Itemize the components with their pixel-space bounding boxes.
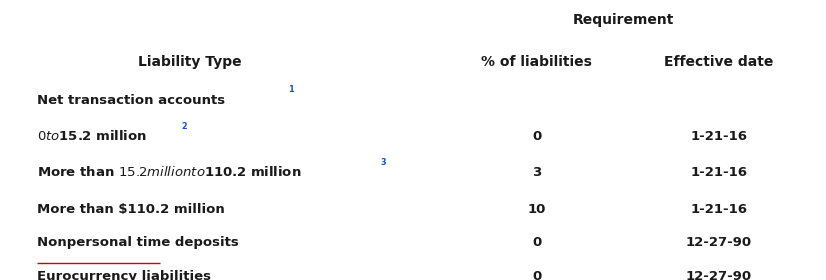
Text: 0: 0 bbox=[532, 236, 542, 249]
Text: 12-27-90: 12-27-90 bbox=[686, 236, 752, 249]
Text: 0: 0 bbox=[532, 270, 542, 280]
Text: Liability Type: Liability Type bbox=[138, 55, 242, 69]
Text: 2: 2 bbox=[182, 122, 187, 131]
Text: 1: 1 bbox=[288, 85, 294, 94]
Text: Nonpersonal time deposits: Nonpersonal time deposits bbox=[37, 236, 239, 249]
Text: $0 to $15.2 million: $0 to $15.2 million bbox=[37, 129, 147, 143]
Text: 12-27-90: 12-27-90 bbox=[686, 270, 752, 280]
Text: 3: 3 bbox=[381, 158, 387, 167]
Text: Net transaction accounts: Net transaction accounts bbox=[37, 94, 230, 107]
Text: 1-21-16: 1-21-16 bbox=[690, 130, 748, 143]
Text: More than $15.2 million to $110.2 million: More than $15.2 million to $110.2 millio… bbox=[37, 165, 301, 179]
Text: Effective date: Effective date bbox=[664, 55, 773, 69]
Text: 3: 3 bbox=[532, 166, 542, 179]
Text: % of liabilities: % of liabilities bbox=[482, 55, 592, 69]
Text: Requirement: Requirement bbox=[573, 13, 674, 27]
Text: 1-21-16: 1-21-16 bbox=[690, 203, 748, 216]
Text: More than $110.2 million: More than $110.2 million bbox=[37, 203, 225, 216]
Text: Eurocurrency liabilities: Eurocurrency liabilities bbox=[37, 270, 211, 280]
Text: 1-21-16: 1-21-16 bbox=[690, 166, 748, 179]
Text: Nonpersonal: Nonpersonal bbox=[37, 236, 132, 249]
Text: 0: 0 bbox=[532, 130, 542, 143]
Text: 10: 10 bbox=[528, 203, 546, 216]
